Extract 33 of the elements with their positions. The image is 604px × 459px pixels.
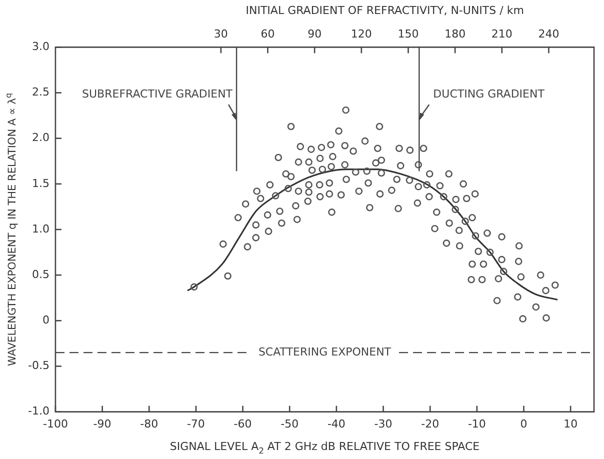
x-tick-label: -50 bbox=[280, 417, 299, 430]
x-tick-label: -70 bbox=[186, 417, 205, 430]
x-tick-label: -10 bbox=[468, 417, 486, 430]
x-tick-label: -80 bbox=[140, 417, 158, 430]
y-tick-label: 2.5 bbox=[32, 86, 50, 99]
y-tick-label: -1.0 bbox=[28, 404, 50, 418]
x2-tick-label: 180 bbox=[444, 27, 466, 40]
x2-tick-label: 150 bbox=[398, 27, 419, 40]
x2-tick-label: 240 bbox=[538, 27, 560, 40]
x-tick-label: -100 bbox=[42, 417, 68, 430]
x-tick-label: -30 bbox=[374, 417, 392, 430]
x-tick-label: -20 bbox=[421, 417, 440, 430]
x2-tick-label: 210 bbox=[491, 27, 512, 40]
x2-tick-label: 120 bbox=[350, 27, 372, 40]
x-tick-label: -40 bbox=[327, 417, 346, 430]
y-tick-label: 3.0 bbox=[32, 40, 50, 54]
ref-line-label: DUCTING GRADIENT bbox=[433, 87, 545, 100]
x2-tick-label: 90 bbox=[308, 27, 322, 40]
y-tick-label: 1.5 bbox=[32, 176, 50, 190]
ref-line-label: SUBREFRACTIVE GRADIENT bbox=[82, 87, 233, 100]
x2-tick-label: 60 bbox=[260, 27, 275, 40]
x-tick-label: -60 bbox=[234, 417, 252, 430]
y-tick-label: 2.0 bbox=[32, 131, 50, 144]
x-tick-label: -90 bbox=[93, 417, 112, 430]
x2-tick-label: 30 bbox=[214, 27, 228, 40]
ref-line-label: SCATTERING EXPONENT bbox=[258, 345, 392, 358]
x-tick-label: 10 bbox=[564, 417, 578, 430]
x-tick-label: 0 bbox=[520, 417, 528, 430]
y-tick-label: -0.5 bbox=[28, 359, 50, 372]
x2-axis-title: INITIAL GRADIENT OF REFRACTIVITY, N-UNITS / km bbox=[246, 4, 524, 17]
y-tick-label: 0.5 bbox=[32, 268, 50, 281]
y-tick-label: 0 bbox=[42, 314, 50, 327]
y-tick-label: 1.0 bbox=[32, 222, 50, 236]
